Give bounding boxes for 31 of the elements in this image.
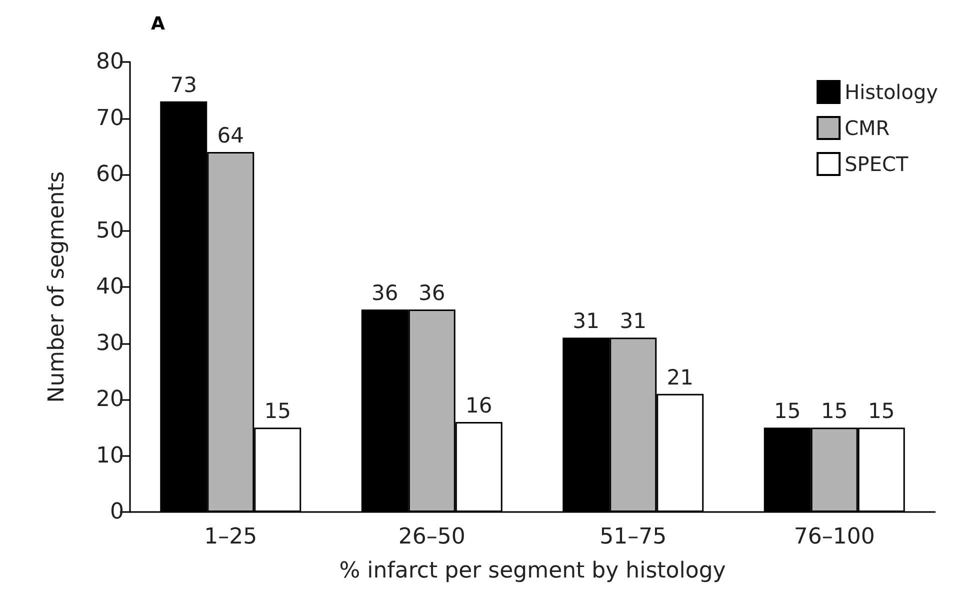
y-tick-label: 50	[96, 218, 124, 244]
y-tick-label: 30	[96, 330, 124, 356]
legend-label: Histology	[844, 80, 938, 104]
y-tick-label: 70	[96, 106, 124, 131]
x-tick-label: 26–50	[398, 524, 466, 550]
data-label: 16	[466, 394, 492, 418]
data-label: 15	[821, 399, 848, 424]
legend-label: SPECT	[844, 152, 909, 176]
x-tick-label: 76–100	[794, 524, 875, 550]
y-tick-label: 20	[96, 387, 124, 412]
y-tick-label: 10	[96, 443, 124, 468]
data-label: 36	[418, 281, 446, 305]
data-label: 15	[868, 399, 895, 424]
data-label: 21	[666, 365, 694, 390]
legend-label: CMR	[844, 116, 890, 140]
data-label: 64	[217, 124, 244, 148]
data-label: 15	[264, 399, 291, 424]
y-tick-label: 60	[96, 162, 124, 187]
x-tick-label: 51–75	[600, 524, 667, 550]
data-label: 36	[372, 281, 398, 305]
y-tick-label: 40	[96, 274, 124, 300]
y-tick-label: 0	[110, 500, 124, 524]
y-axis-title: Number of segments	[44, 171, 70, 403]
data-label: 15	[774, 399, 801, 424]
x-axis-title: % infarct per segment by histology	[339, 558, 726, 584]
data-label: 31	[620, 309, 646, 334]
chart-title: A	[151, 14, 165, 34]
data-label: 31	[572, 309, 600, 334]
x-tick-label: 1–25	[204, 524, 258, 550]
data-label: 73	[170, 72, 197, 97]
y-tick-label: 80	[96, 50, 124, 74]
